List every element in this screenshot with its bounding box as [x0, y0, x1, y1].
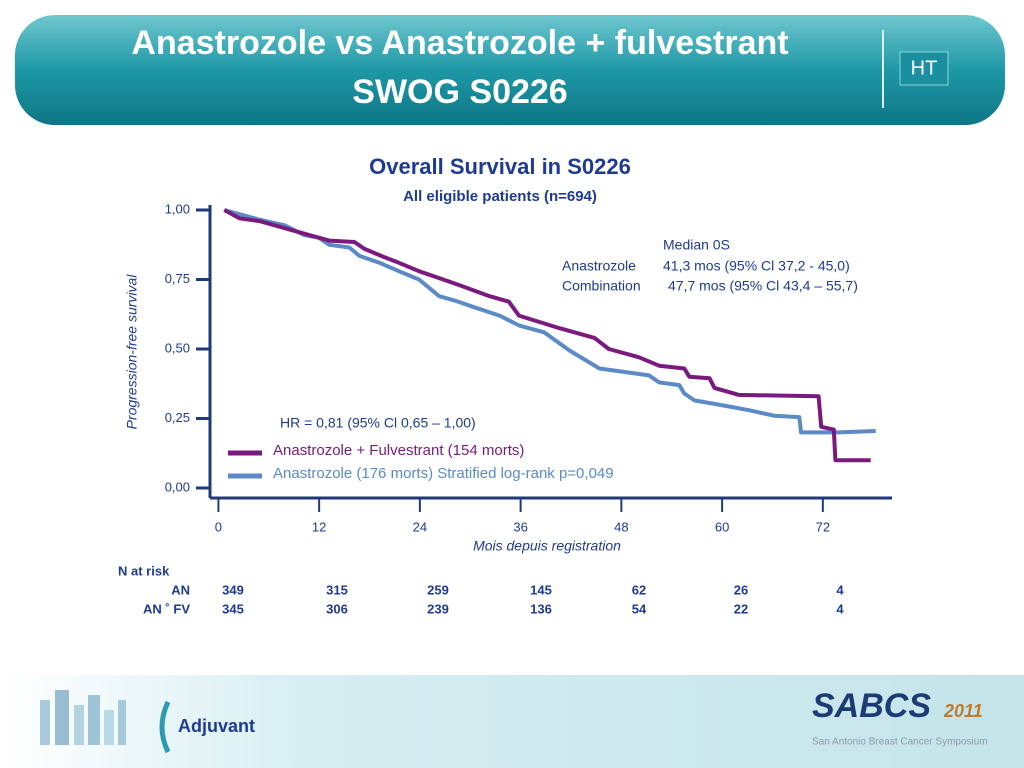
risk-value: 345 [222, 601, 244, 616]
risk-value: 239 [427, 601, 449, 616]
annotation: 41,3 mos (95% Cl 37,2 - 45,0) [663, 258, 850, 274]
legend-label: Anastrozole (176 morts) Stratified log-r… [273, 465, 614, 482]
risk-value: 62 [632, 582, 646, 597]
y-tick-label: 0,00 [165, 479, 190, 494]
y-axis-label: Progression-free survival [124, 274, 140, 430]
legend-label: Anastrozole + Fulvestrant (154 morts) [273, 442, 524, 459]
badge [899, 51, 949, 86]
risk-value: 136 [530, 601, 552, 616]
logo-subtitle: San Antonio Breast Cancer Symposium [812, 737, 988, 748]
chart-title: Overall Survival in S0226 [369, 154, 631, 179]
x-tick-label: 0 [215, 519, 222, 534]
survival-curve [223, 208, 871, 463]
y-tick-label: 0,75 [165, 271, 190, 286]
risk-title: N at risk [118, 563, 170, 578]
annotation: Combination [562, 278, 641, 294]
badge-text: HT [911, 57, 938, 79]
title-line: Anastrozole vs Anastrozole + fulvestrant [131, 24, 788, 62]
logo-year: 2011 [943, 701, 983, 721]
chart-subtitle: All eligible patients (n=694) [403, 188, 597, 205]
bracket [159, 700, 171, 754]
footer-section: Adjuvant [178, 716, 255, 736]
risk-value: 22 [734, 601, 748, 616]
risk-value: 306 [326, 601, 348, 616]
risk-row-label: AN ˚ FV [143, 601, 190, 616]
x-tick-label: 48 [614, 519, 628, 534]
annotation: HR = 0,81 (95% Cl 0,65 – 1,00) [280, 415, 476, 431]
x-axis-label: Mois depuis registration [473, 538, 621, 554]
y-tick-label: 0,25 [165, 410, 190, 425]
x-tick-label: 12 [312, 519, 326, 534]
y-tick-label: 0,50 [165, 340, 190, 355]
annotation: 47,7 mos (95% Cl 43,4 – 55,7) [668, 278, 858, 294]
x-tick-label: 24 [413, 519, 427, 534]
risk-row-label: AN [171, 582, 190, 597]
logo: SABCS [812, 687, 931, 725]
footer-band [0, 675, 1024, 768]
x-tick-label: 60 [715, 519, 729, 534]
survival-curve [223, 208, 876, 435]
annotation: Median 0S [663, 237, 730, 253]
x-tick-label: 72 [816, 519, 830, 534]
header-bar [15, 15, 1005, 125]
risk-value: 145 [530, 582, 552, 597]
risk-value: 259 [427, 582, 449, 597]
risk-value: 4 [836, 601, 844, 616]
x-tick-label: 36 [513, 519, 527, 534]
risk-value: 4 [836, 582, 844, 597]
risk-value: 315 [326, 582, 348, 597]
risk-value: 54 [632, 601, 647, 616]
footer-image [40, 690, 126, 745]
title-line: SWOG S0226 [352, 73, 567, 111]
risk-value: 26 [734, 582, 748, 597]
annotation: Anastrozole [562, 258, 636, 274]
risk-value: 349 [222, 582, 244, 597]
y-tick-label: 1,00 [165, 201, 190, 216]
